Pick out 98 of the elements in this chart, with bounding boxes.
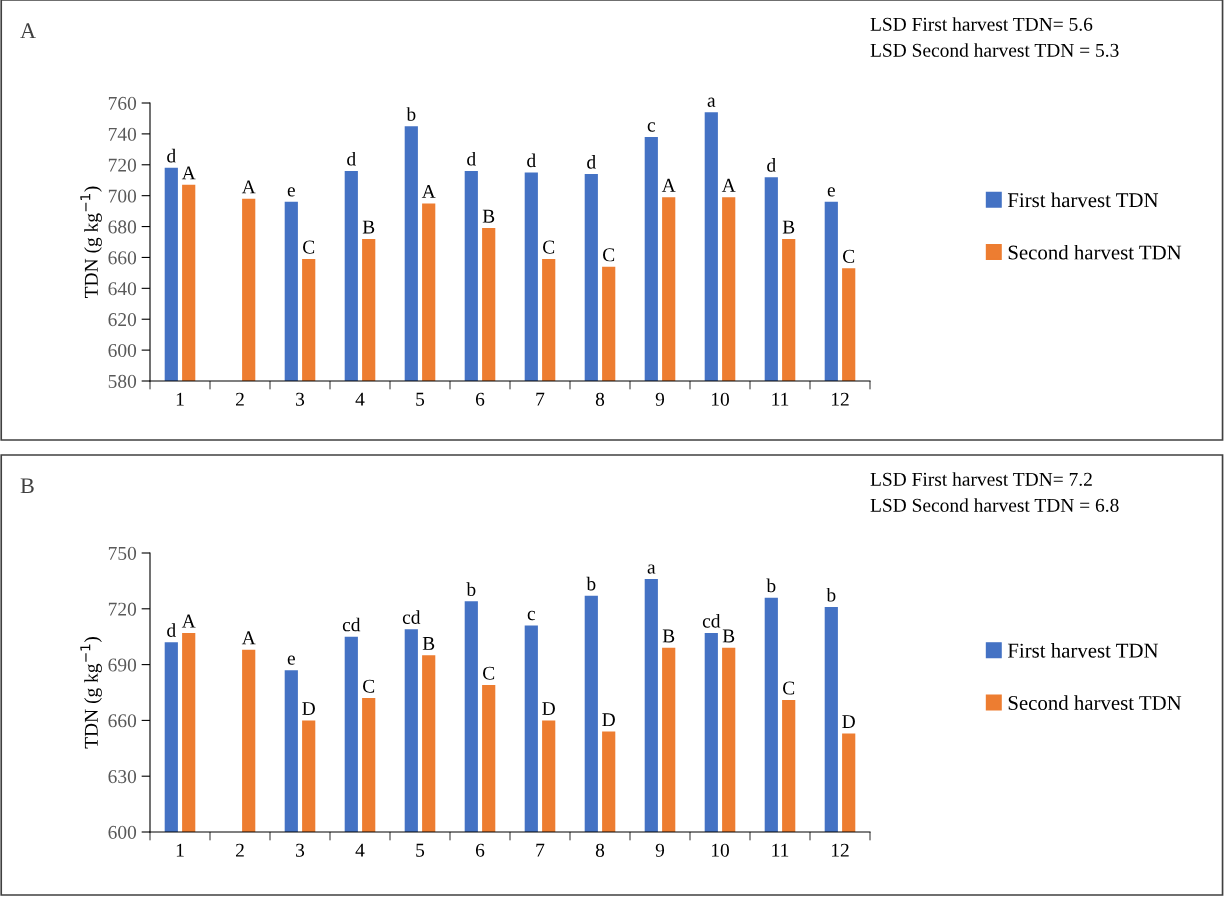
y-tick-label: 740 xyxy=(108,127,137,141)
data-label: cd xyxy=(702,613,721,628)
x-tick-label: 7 xyxy=(536,392,545,406)
data-label: C xyxy=(363,679,375,693)
data-label: b xyxy=(586,576,596,591)
y-tick-label: 690 xyxy=(108,658,137,672)
x-tick-label: 6 xyxy=(475,392,485,406)
data-label: e xyxy=(827,187,835,197)
y-tick-label: 660 xyxy=(108,714,137,728)
x-tick-label: 8 xyxy=(595,392,605,406)
x-tick-label: 2 xyxy=(235,843,244,857)
x-tick-label: 9 xyxy=(655,392,665,406)
data-label: D xyxy=(302,702,315,715)
data-label: d xyxy=(167,148,176,163)
data-label: C xyxy=(603,248,615,262)
x-tick-label: 2 xyxy=(235,392,244,406)
chart-title: B xyxy=(20,478,34,494)
data-label: d xyxy=(167,623,176,637)
data-label: d xyxy=(767,158,776,172)
x-tick-label: 11 xyxy=(772,843,789,857)
data-label: A xyxy=(421,185,436,198)
x-tick-label: 4 xyxy=(355,843,365,857)
y-tick-label: 580 xyxy=(108,374,137,388)
y-tick-label: 750 xyxy=(108,546,137,560)
y-axis-title: TDN (g kg$^{−1}$) xyxy=(80,186,102,298)
data-label: A xyxy=(661,178,676,192)
x-tick-label: 4 xyxy=(355,392,365,406)
data-label: C xyxy=(783,681,795,695)
x-tick-label: 5 xyxy=(416,392,425,406)
data-label: B xyxy=(722,629,735,643)
data-label: A xyxy=(721,178,736,192)
data-label: b xyxy=(466,582,476,597)
y-tick-label: 760 xyxy=(108,96,137,110)
data-label: C xyxy=(303,240,315,254)
data-label: A xyxy=(181,166,196,180)
y-tick-label: 660 xyxy=(108,251,137,265)
y-tick-label: 630 xyxy=(108,770,137,784)
data-label: e xyxy=(287,187,295,197)
x-tick-label: 1 xyxy=(176,843,184,857)
x-tick-label: 12 xyxy=(831,843,849,857)
legend-label: First harvest TDN xyxy=(1007,192,1159,208)
data-label: cd xyxy=(342,617,361,632)
data-label: a xyxy=(707,97,716,107)
y-tick-label: 680 xyxy=(108,220,137,234)
data-label: d xyxy=(467,151,476,166)
text: LSD Second harvest TDN = 5.3 xyxy=(870,43,1119,57)
data-label: A xyxy=(241,180,256,194)
data-label: d xyxy=(587,155,596,169)
legend-label: First harvest TDN xyxy=(1007,642,1159,658)
x-tick-label: 1 xyxy=(176,392,184,406)
x-tick-label: 3 xyxy=(296,843,305,857)
text: LSD First harvest TDN= 7.2 xyxy=(870,472,1092,486)
x-tick-label: 12 xyxy=(831,392,849,406)
x-tick-label: 11 xyxy=(772,392,789,406)
x-tick-label: 10 xyxy=(711,392,729,406)
data-label: b xyxy=(406,107,416,121)
y-tick-label: 600 xyxy=(108,825,137,839)
data-label: C xyxy=(483,666,495,680)
data-label: d xyxy=(347,151,356,166)
legend-label: Second harvest TDN xyxy=(1008,695,1182,711)
y-tick-label: 720 xyxy=(108,602,137,616)
x-tick-label: 8 xyxy=(595,843,605,857)
data-label: d xyxy=(527,153,536,168)
x-tick-label: 5 xyxy=(416,843,425,857)
data-label: B xyxy=(782,220,795,234)
y-tick-label: 640 xyxy=(108,282,137,296)
x-tick-label: 7 xyxy=(536,843,545,857)
data-label: c xyxy=(647,122,656,132)
data-label: A xyxy=(181,614,196,628)
data-label: b xyxy=(826,587,836,602)
data-label: D xyxy=(542,702,555,715)
data-label: A xyxy=(241,631,256,645)
data-label: cd xyxy=(402,610,421,624)
legend-label: Second harvest TDN xyxy=(1008,244,1182,260)
y-tick-label: 600 xyxy=(108,343,137,358)
y-axis-title: TDN (g kg$^{−1}$) xyxy=(80,637,102,749)
y-tick-label: 620 xyxy=(108,313,137,327)
data-label: D xyxy=(842,715,855,728)
x-tick-label: 6 xyxy=(475,843,485,857)
x-tick-label: 10 xyxy=(711,843,729,857)
data-label: b xyxy=(766,578,776,593)
text: LSD First harvest TDN= 5.6 xyxy=(870,17,1093,31)
data-label: B xyxy=(362,220,375,234)
text: LSD Second harvest TDN = 6.8 xyxy=(870,498,1119,512)
y-tick-label: 700 xyxy=(108,189,137,203)
chart-title: A xyxy=(20,23,36,38)
x-tick-label: 9 xyxy=(655,843,665,857)
data-label: B xyxy=(662,629,675,643)
data-label: a xyxy=(647,564,656,574)
data-label: C xyxy=(843,249,855,263)
data-label: C xyxy=(543,240,555,254)
data-label: B xyxy=(482,209,495,223)
data-label: e xyxy=(287,655,295,665)
data-label: B xyxy=(422,637,435,650)
data-label: D xyxy=(602,713,615,727)
data-label: c xyxy=(527,610,536,621)
x-tick-label: 3 xyxy=(296,392,305,406)
y-tick-label: 720 xyxy=(108,158,137,172)
